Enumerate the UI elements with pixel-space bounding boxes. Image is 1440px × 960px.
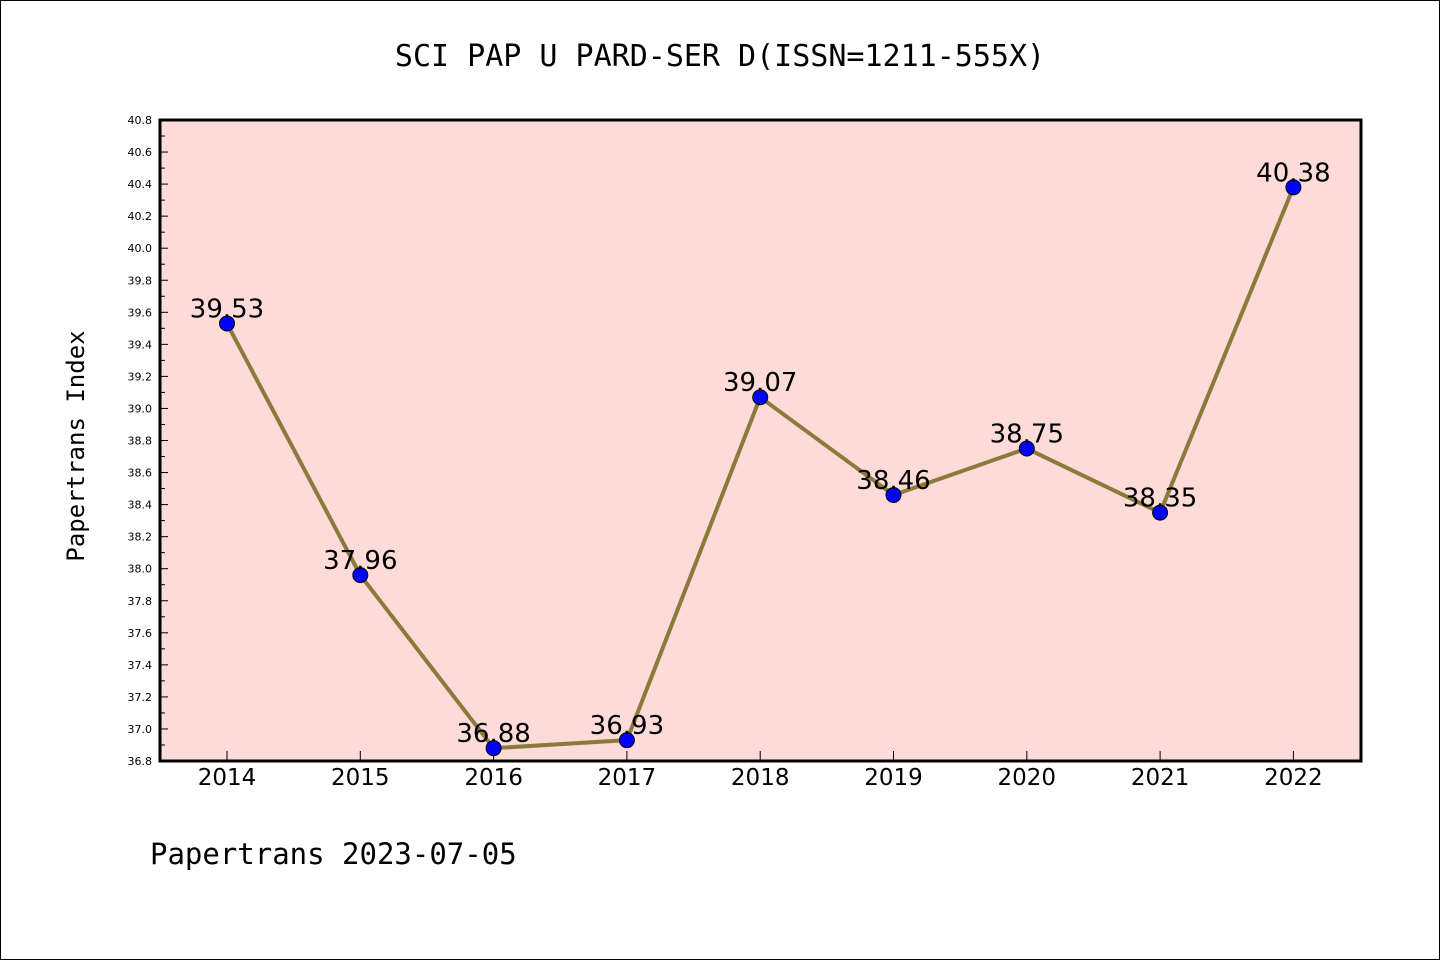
y-tick-label: 38.4 [128,499,153,512]
data-point [618,732,635,749]
x-tick-label: 2014 [198,765,257,791]
data-label: 40.38 [1256,158,1330,188]
data-point [1152,504,1169,521]
y-tick-label: 39.6 [128,306,153,319]
data-point [885,486,902,503]
y-tick-label: 38.6 [128,467,153,480]
data-label: 36.93 [590,711,664,741]
x-tick-label: 2015 [331,765,390,791]
y-tick-label: 37.8 [128,595,153,608]
footer-text: Papertrans 2023-07-05 [150,837,517,871]
x-tick-label: 2022 [1264,765,1323,791]
y-tick-label: 39.0 [128,402,153,415]
data-point [219,315,235,332]
y-tick-label: 40.0 [128,242,153,255]
y-tick-label: 38.8 [128,435,153,448]
y-tick-label: 40.6 [128,146,153,159]
data-label: 38.35 [1123,484,1197,514]
y-tick-label: 38.2 [128,531,153,544]
y-tick-label: 39.2 [128,370,153,383]
data-point [352,567,369,584]
data-point [752,389,769,406]
data-point [1018,440,1035,457]
x-tick-label: 2018 [731,765,790,791]
chart-title: SCI PAP U PARD-SER D(ISSN=1211-555X) [395,39,1045,74]
y-tick-label: 39.8 [128,274,153,287]
y-axis-label: Papertrans Index [62,330,90,561]
y-tick-label: 36.8 [128,755,153,768]
y-tick-label: 37.2 [128,691,153,704]
y-tick-label: 40.2 [128,210,153,223]
data-label: 39.07 [723,368,797,398]
x-tick-label: 2016 [464,765,523,791]
data-label: 38.46 [856,466,930,496]
y-tick-label: 40.8 [128,114,153,127]
plot-area [160,120,1361,761]
data-label: 38.75 [990,420,1064,450]
y-tick-label: 37.0 [128,723,153,736]
y-tick-label: 39.4 [128,338,153,351]
x-tick-label: 2019 [864,765,923,791]
data-labels: 39.53 37.96 36.88 36.93 39.07 38.46 38.75 38.35… [190,158,1331,749]
y-tick-label: 37.6 [128,627,153,640]
x-axis: 2014 2015 2016 2017 2018 2019 2020 2021 2022 [198,751,1323,791]
y-tick-label: 38.0 [128,563,153,576]
data-point [485,740,502,757]
y-tick-label: 40.4 [128,178,153,191]
y-tick-label: 37.4 [128,659,153,672]
data-label: 36.88 [456,719,530,749]
plot-border [158,118,1363,763]
x-tick-label: 2020 [998,765,1057,791]
data-label: 39.53 [190,295,264,325]
x-tick-label: 2017 [598,765,657,791]
x-tick-label: 2021 [1131,765,1190,791]
data-label: 37.96 [323,546,397,576]
data-point [1285,179,1302,196]
data-points [219,179,1302,757]
